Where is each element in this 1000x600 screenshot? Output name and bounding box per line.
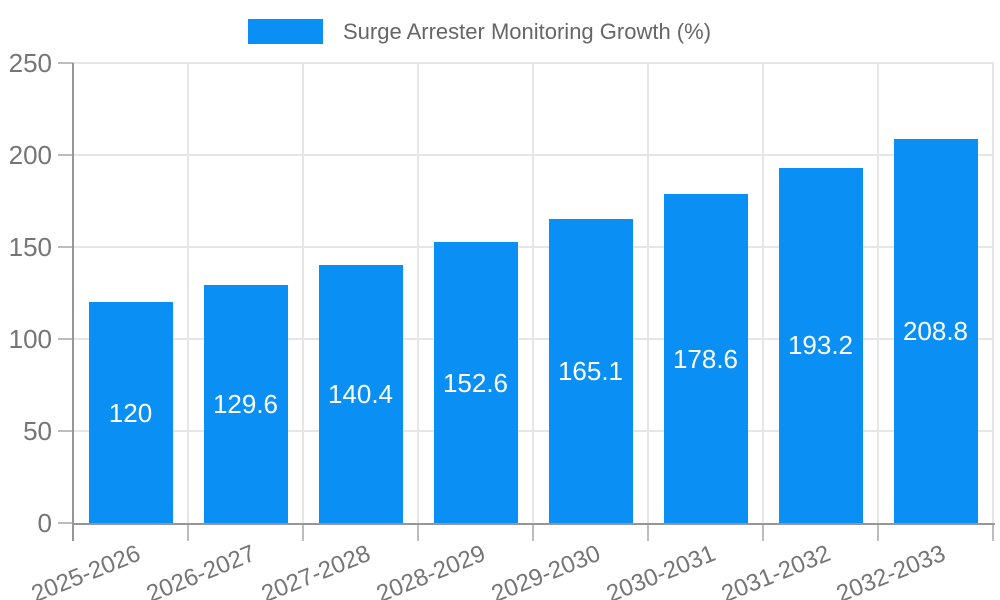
bar-value-label-2028-2029: 152.6 [442,367,509,398]
gridline-x-boundary-6 [762,63,764,523]
y-tick-label-100: 100 [8,324,52,354]
bar-value-label-2027-2028: 140.4 [327,378,394,409]
x-tick-2 [302,525,304,541]
x-tick-label-2032-2033: 2032-2033 [832,539,949,600]
y-tick-50 [58,430,73,432]
gridline-x-boundary-5 [647,63,649,523]
y-tick-label-0: 0 [37,508,52,538]
y-tick-150 [58,246,73,248]
bar-value-label-2031-2032: 193.2 [787,330,854,361]
bar-2030-2031 [663,194,748,523]
x-tick-label-2029-2030: 2029-2030 [487,539,604,600]
x-tick-7 [877,525,879,541]
bar-2025-2026 [88,302,173,523]
bar-2029-2030 [548,219,633,523]
x-tick-label-2026-2027: 2026-2027 [142,539,259,600]
gridline-x-boundary-2 [302,63,304,523]
bar-2031-2032 [778,167,863,523]
gridline-x-boundary-7 [877,63,879,523]
gridline-x-boundary-1 [187,63,189,523]
x-tick-6 [762,525,764,541]
bar-2032-2033 [893,138,978,523]
bar-value-label-2032-2033: 208.8 [902,315,969,346]
x-tick-label-2030-2031: 2030-2031 [602,539,719,600]
y-tick-100 [58,338,73,340]
x-tick-1 [187,525,189,541]
x-tick-label-2027-2028: 2027-2028 [257,539,374,600]
bar-2026-2027 [203,284,288,523]
y-tick-label-250: 250 [8,48,52,78]
y-axis-line [72,63,74,541]
bar-value-label-2026-2027: 129.6 [212,388,279,419]
bar-2028-2029 [433,242,518,523]
x-tick-4 [532,525,534,541]
y-tick-250 [58,62,73,64]
x-tick-label-2025-2026: 2025-2026 [27,539,144,600]
y-tick-label-200: 200 [8,140,52,170]
x-tick-8 [992,525,994,541]
x-tick-5 [647,525,649,541]
bar-value-label-2025-2026: 120 [108,397,153,428]
legend-swatch [248,19,323,44]
bar-value-label-2030-2031: 178.6 [672,343,739,374]
y-tick-label-150: 150 [8,232,52,262]
bar-value-label-2029-2030: 165.1 [557,356,624,387]
y-tick-200 [58,154,73,156]
bar-2027-2028 [318,264,403,523]
y-tick-0 [58,522,73,524]
x-axis-line [72,523,995,525]
x-tick-label-2028-2029: 2028-2029 [372,539,489,600]
gridline-x-boundary-3 [417,63,419,523]
gridline-x-boundary-4 [532,63,534,523]
x-tick-label-2031-2032: 2031-2032 [717,539,834,600]
gridline-x-boundary-8 [992,63,994,523]
y-tick-label-50: 50 [23,416,52,446]
chart-legend: Surge Arrester Monitoring Growth (%) [248,19,711,44]
legend-label: Surge Arrester Monitoring Growth (%) [343,19,712,44]
x-tick-3 [417,525,419,541]
